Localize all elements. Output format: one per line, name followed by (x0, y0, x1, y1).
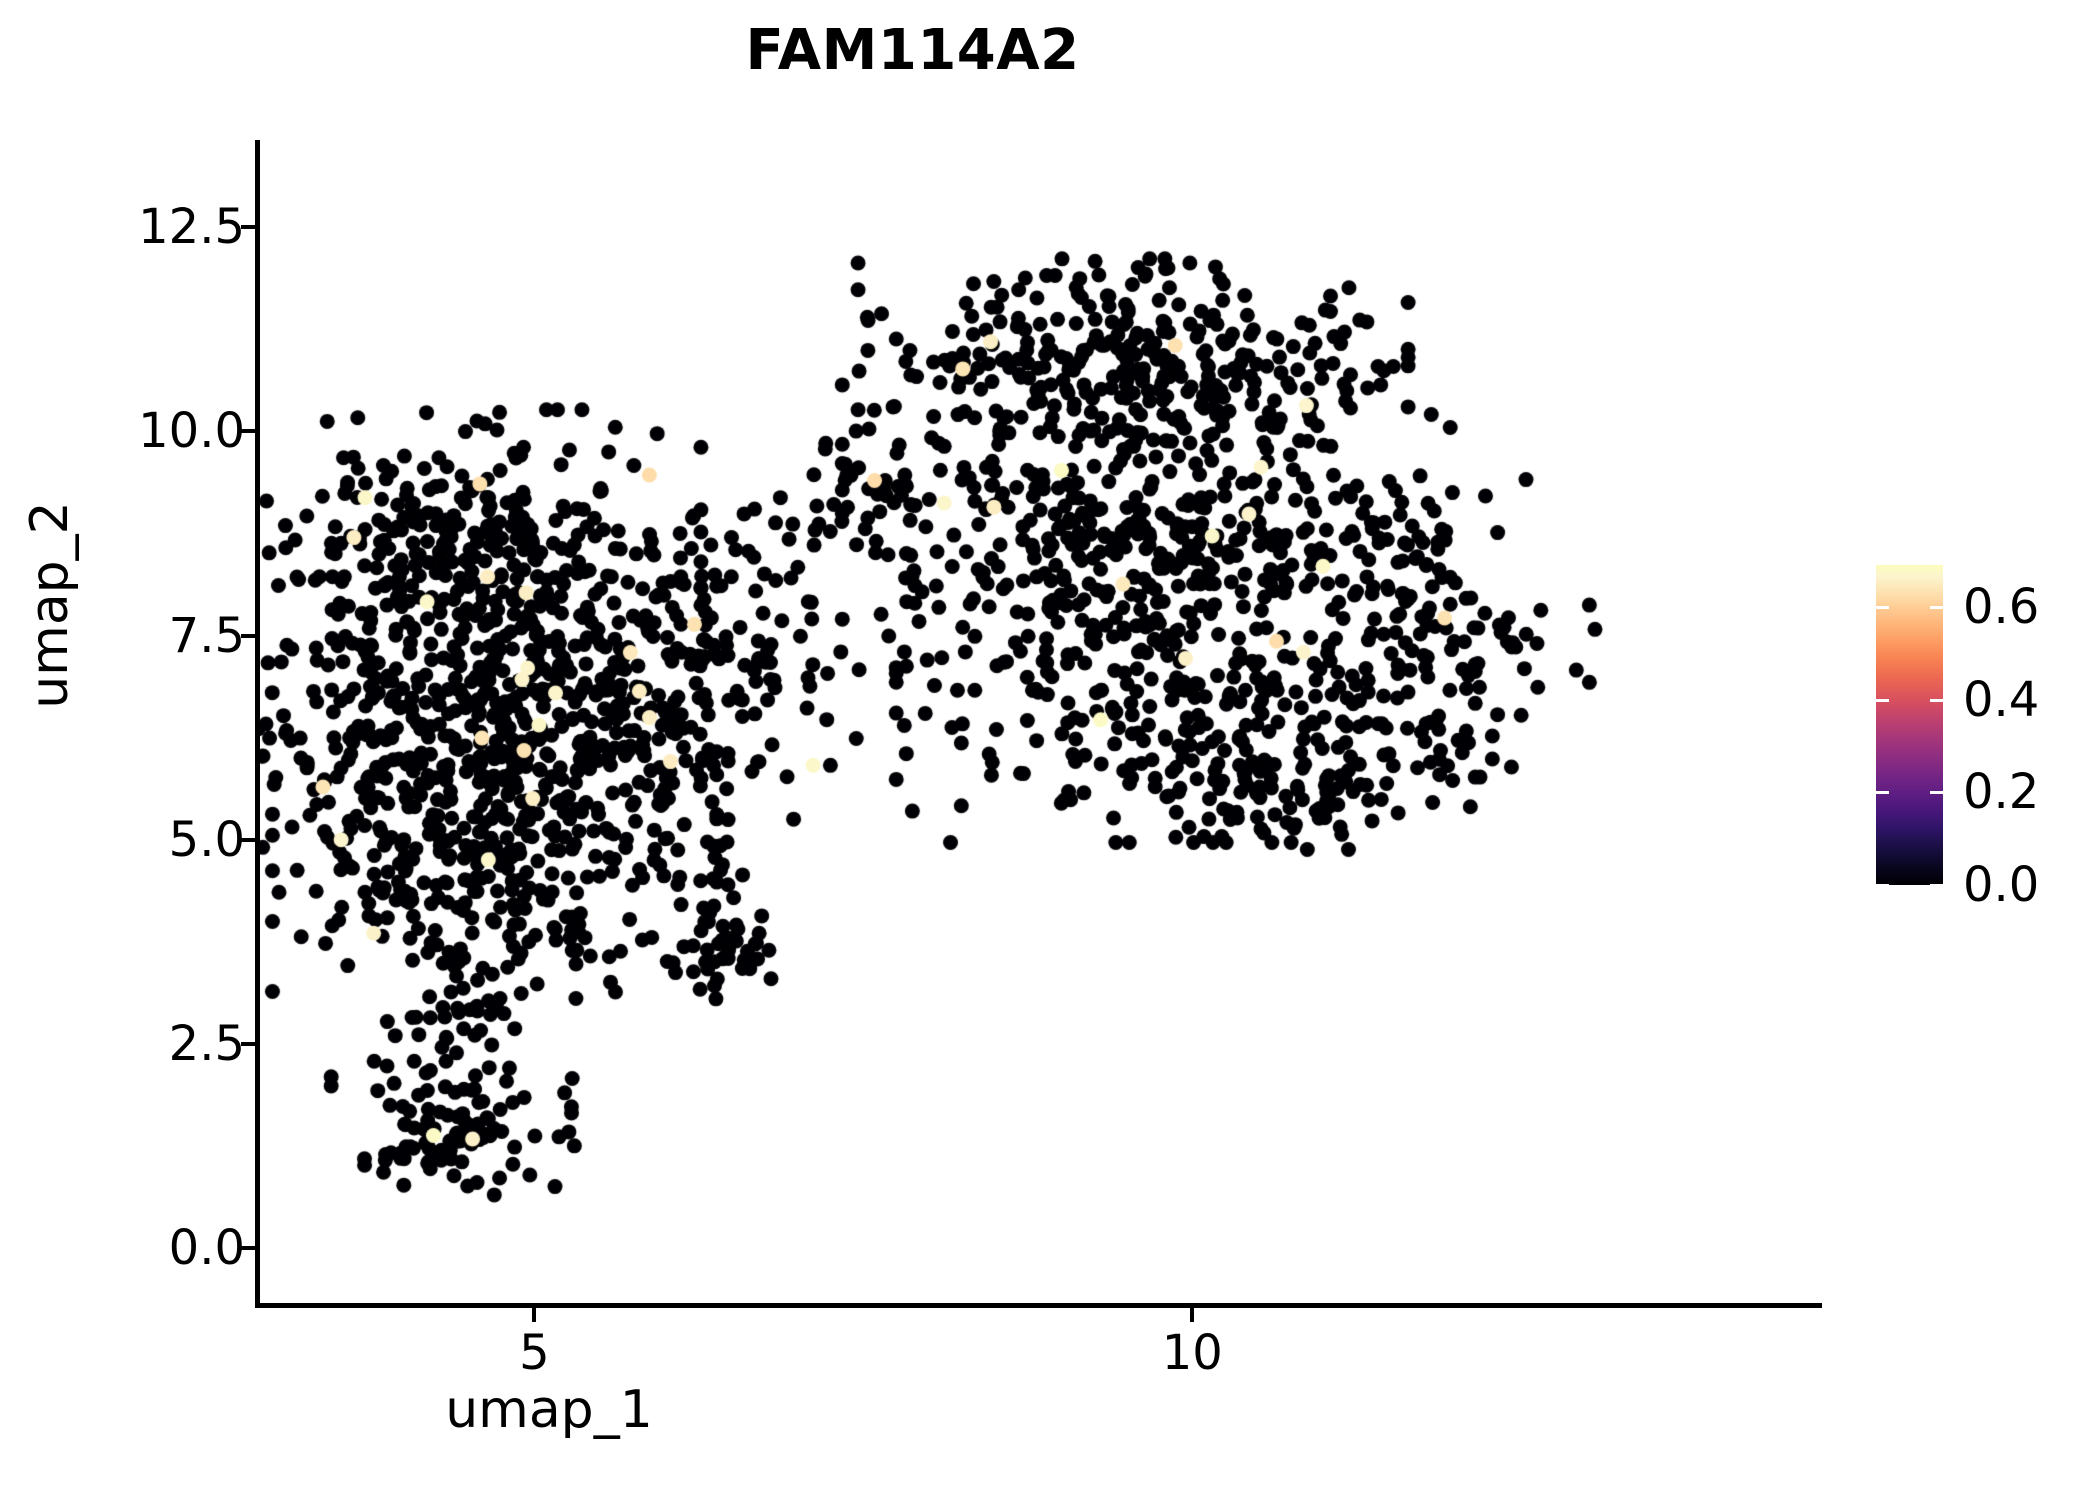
x-axis-spine (255, 1303, 1822, 1308)
colorbar-tick-label: 0.0 (1963, 857, 2040, 913)
y-tick-mark (241, 633, 255, 638)
x-tick-mark (1190, 1308, 1195, 1322)
colorbar-tick-mark (1876, 698, 1889, 702)
y-tick-label: 12.5 (138, 199, 245, 256)
colorbar-tick-mark (1876, 884, 1889, 887)
scatter-points-canvas (258, 140, 1820, 1305)
y-axis-label: umap_2 (20, 501, 80, 709)
x-axis-label-text: umap_1 (445, 1380, 653, 1440)
colorbar (1876, 565, 1943, 887)
y-tick-mark (241, 837, 255, 842)
plot-area (258, 140, 1820, 1305)
colorbar-tick-label: 0.6 (1963, 579, 2040, 636)
colorbar-tick-mark (1876, 791, 1889, 795)
x-tick-label: 10 (1161, 1325, 1223, 1381)
y-tick-mark (241, 1041, 255, 1046)
x-axis-label: umap_1 (0, 1380, 2096, 1440)
colorbar-tick-label: 0.2 (1963, 764, 2040, 821)
colorbar-gradient (1876, 565, 1943, 885)
y-axis-spine (255, 140, 260, 1308)
colorbar-tick-mark (1930, 606, 1943, 610)
colorbar-tick-mark (1930, 698, 1943, 702)
x-tick-mark (532, 1308, 537, 1322)
y-tick-label: 10.0 (138, 403, 245, 460)
y-tick-label: 5.0 (168, 811, 245, 868)
colorbar-tick-mark (1930, 791, 1943, 795)
y-tick-label: 7.5 (168, 607, 245, 664)
colorbar-tick-mark (1876, 606, 1889, 610)
colorbar-tick-label: 0.4 (1963, 671, 2040, 728)
x-tick-label: 5 (519, 1325, 550, 1381)
y-tick-mark (241, 429, 255, 434)
y-tick-label: 2.5 (168, 1015, 245, 1072)
y-tick-mark (241, 1245, 255, 1250)
colorbar-tick-mark (1930, 884, 1943, 887)
page-title: FAM114A2 (745, 18, 1080, 83)
y-tick-label: 0.0 (168, 1219, 245, 1276)
y-tick-mark (241, 225, 255, 230)
